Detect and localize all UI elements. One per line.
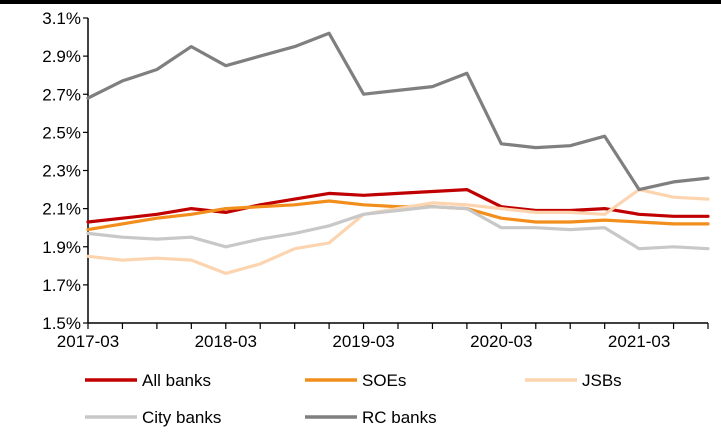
x-tick-label: 2019-03 bbox=[332, 332, 394, 351]
series-line-city-banks bbox=[86, 205, 710, 251]
legend-label: SOEs bbox=[362, 371, 406, 390]
legend-label: RC banks bbox=[362, 408, 437, 427]
series-line-jsbs bbox=[86, 188, 710, 275]
legend-item-soes: SOEs bbox=[305, 371, 406, 390]
legend-item-all-banks: All banks bbox=[85, 371, 211, 390]
x-tick-label: 2017-03 bbox=[57, 332, 119, 351]
x-tick-label: 2020-03 bbox=[470, 332, 532, 351]
legend-label: All banks bbox=[142, 371, 211, 390]
y-tick-label: 2.1% bbox=[42, 200, 81, 219]
legend: All banks SOEs JSBs City banks RC banks bbox=[85, 371, 622, 427]
series-line-all-banks bbox=[86, 188, 710, 224]
y-tick-label: 3.1% bbox=[42, 9, 81, 28]
legend-item-jsbs: JSBs bbox=[525, 371, 622, 390]
legend-label: JSBs bbox=[582, 371, 622, 390]
y-tick-label: 2.7% bbox=[42, 85, 81, 104]
legend-item-city-banks: City banks bbox=[85, 408, 221, 427]
legend-label: City banks bbox=[142, 408, 221, 427]
axes: 1.5% 1.7% 1.9% 2.1% 2.3% 2.5% 2.7% 2.9% 3.1% 2017… bbox=[42, 9, 709, 351]
x-tick-label: 2021-03 bbox=[608, 332, 670, 351]
x-tick-label: 2018-03 bbox=[195, 332, 257, 351]
legend-item-rc-banks: RC banks bbox=[305, 408, 437, 427]
series-line-rc-banks bbox=[86, 31, 710, 192]
top-rule bbox=[0, 0, 721, 4]
y-tick-label: 1.9% bbox=[42, 238, 81, 257]
y-tick-label: 2.9% bbox=[42, 47, 81, 66]
y-tick-label: 1.5% bbox=[42, 314, 81, 333]
y-tick-label: 2.3% bbox=[42, 162, 81, 181]
y-tick-label: 1.7% bbox=[42, 276, 81, 295]
series-lines bbox=[86, 31, 710, 275]
y-tick-label: 2.5% bbox=[42, 123, 81, 142]
series-line-soes bbox=[86, 199, 710, 232]
